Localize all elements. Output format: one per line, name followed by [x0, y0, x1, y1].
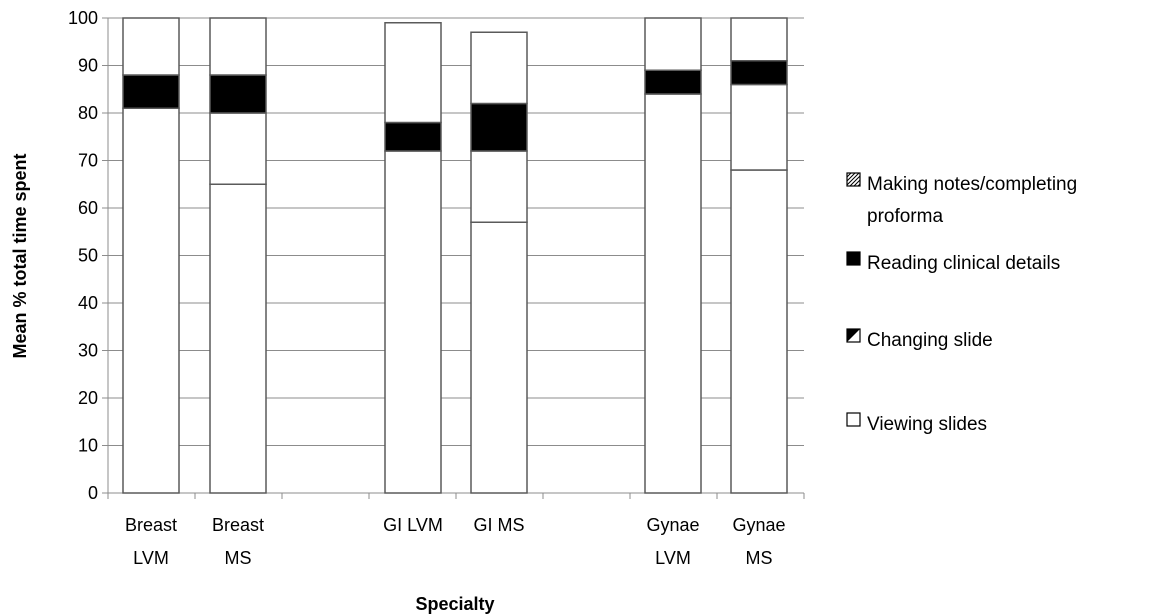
y-tick-label: 60	[78, 198, 98, 218]
x-tick-label: Breast	[212, 515, 264, 535]
bar-segment: GI MS — Viewing slides: 57	[470, 221, 528, 494]
bar-segment: GI LVM — Making notes/completing proform…	[384, 22, 442, 124]
bar-segment: Breast LVM — Reading clinical details: 7	[122, 74, 180, 109]
legend-item: Changing slide	[846, 328, 993, 351]
legend-item: Viewing slides	[846, 412, 987, 435]
x-tick-label: GI LVM	[383, 515, 443, 535]
legend-item: Making notes/completing proforma	[846, 172, 1077, 227]
legend: Making notes/completing proforma Reading c…	[846, 172, 1077, 435]
y-tick-label: 100	[68, 8, 98, 28]
bar-segment: Gynae LVM — Viewing slides: 84	[644, 93, 702, 494]
legend-label: Changing slide	[867, 330, 993, 351]
legend-swatch-solid	[846, 251, 861, 266]
y-tick-label: 50	[78, 246, 98, 266]
y-tick-label: 0	[88, 483, 98, 503]
bar-segment: Gynae MS — Viewing slides: 68	[730, 169, 788, 494]
legend-swatch-half-fill	[847, 329, 860, 342]
legend-label: Reading clinical details	[867, 253, 1060, 274]
bar-segment: GI LVM — Viewing slides: 72	[384, 150, 442, 494]
plot-area: 0 10 20 30 40 50 60 70 80 90 100 Breast LVM — Viewi…	[68, 8, 805, 568]
bar-segment: Breast MS — Reading clinical details: 8	[209, 74, 267, 114]
y-tick-label: 10	[78, 436, 98, 456]
x-tick-label: Gynae	[732, 515, 785, 535]
y-axis-title: Mean % total time spent	[10, 153, 30, 358]
x-tick-label: GI MS	[473, 515, 524, 535]
x-tick-label: MS	[225, 548, 252, 568]
y-tick-label: 40	[78, 293, 98, 313]
x-tick-label: LVM	[655, 548, 691, 568]
legend-item: Reading clinical details	[846, 251, 1060, 274]
bar-segment: GI LVM — Reading clinical details: 6	[384, 121, 442, 152]
bar-segment: Breast MS — Making notes/completing prof…	[209, 17, 267, 76]
bar-segment: GI MS — Reading clinical details: 10	[470, 102, 528, 152]
legend-label: Viewing slides	[867, 414, 987, 435]
bar-segment: Gynae LVM — Reading clinical details: 5	[644, 69, 702, 95]
x-axis-title: Specialty	[415, 594, 494, 614]
bar-segment: Gynae MS — Changing slide: 18	[730, 83, 788, 171]
bar-segment: Breast MS — Changing slide: 15	[209, 112, 267, 185]
bar-segment: GI MS — Making notes/completing proforma…	[470, 31, 528, 105]
bar-segment: GI MS — Changing slide: 15	[470, 150, 528, 223]
x-tick-label: Gynae	[646, 515, 699, 535]
bar-segment: Breast LVM — Viewing slides: 81	[122, 107, 180, 494]
x-tick-label: MS	[746, 548, 773, 568]
bar-segment: Breast LVM — Making notes/completing pro…	[122, 17, 180, 76]
bar-segment: Gynae MS — Reading clinical details: 5	[730, 60, 788, 86]
y-tick-label: 90	[78, 56, 98, 76]
x-tick-label: Breast	[125, 515, 177, 535]
bar-segment: Gynae MS — Making notes/completing profo…	[730, 17, 788, 62]
legend-label: proforma	[867, 206, 943, 227]
y-tick-label: 80	[78, 103, 98, 123]
legend-swatch-hatched	[846, 172, 861, 187]
y-tick-label: 20	[78, 388, 98, 408]
x-tick-label: LVM	[133, 548, 169, 568]
y-tick-label: 70	[78, 151, 98, 171]
legend-swatch-empty	[846, 412, 861, 427]
bar-segment: Gynae LVM — Making notes/completing prof…	[644, 17, 702, 71]
legend-label: Making notes/completing	[867, 174, 1077, 195]
y-tick-label: 30	[78, 341, 98, 361]
bar-segment: Breast MS — Viewing slides: 65	[209, 183, 267, 494]
